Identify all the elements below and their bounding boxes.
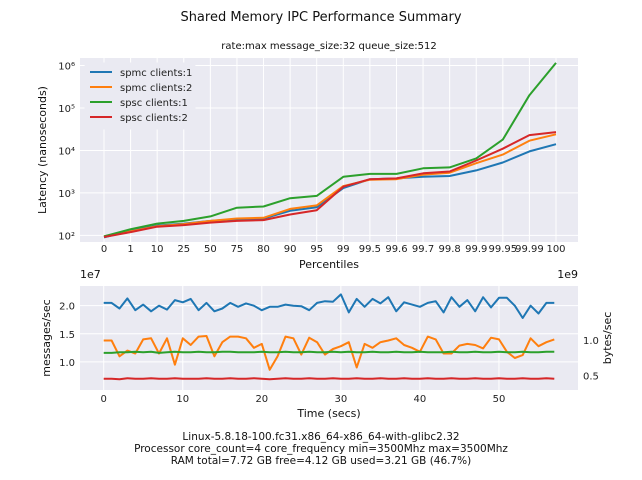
latency-x-tick-label: 99.5 xyxy=(359,244,381,255)
latency-x-tick-label: 99.6 xyxy=(385,244,407,255)
latency-x-tick-label: 1 xyxy=(127,244,133,255)
throughput-series-lines xyxy=(103,293,555,381)
latency-y-tick-label: 10⁵ xyxy=(58,104,75,115)
throughput-x-tick-label: 50 xyxy=(493,394,506,405)
latency-x-tick-label: 99.7 xyxy=(412,244,434,255)
latency-x-tick-label: 99 xyxy=(337,244,350,255)
footer-processor-line: Processor core_count=4 core_frequency mi… xyxy=(134,443,508,455)
right-offset-label: 1e9 xyxy=(557,268,578,281)
latency-y-tick-label: 10³ xyxy=(58,189,75,200)
throughput-series-line-1 xyxy=(103,293,555,319)
left-offset-label: 1e7 xyxy=(80,268,101,281)
throughput-left-tick-label: 1.5 xyxy=(59,330,75,341)
latency-y-tick-label: 10⁶ xyxy=(58,61,75,72)
throughput-right-tick-label: 0.5 xyxy=(583,372,599,383)
legend-label-2: spmc clients:2 xyxy=(120,83,192,94)
latency-chart: 10² 10³ 10⁴ 10⁵ 10⁶ 0 1 10 25 50 75 80 90 95 99 99.5 99… xyxy=(36,41,578,271)
footer-ram-line: RAM total=7.72 GB free=4.12 GB used=3.21… xyxy=(170,455,472,467)
latency-y-axis-label: Latency (nanoseconds) xyxy=(36,86,49,214)
throughput-left-tick-label: 1.0 xyxy=(59,358,75,369)
footer-platform-line: Linux-5.8.18-100.fc31.x86_64-x86_64-with… xyxy=(182,431,460,443)
throughput-x-tick-label: 30 xyxy=(334,394,347,405)
latency-y-tick-label: 10⁴ xyxy=(58,146,75,157)
latency-x-tick-label: 99.9 xyxy=(465,244,487,255)
throughput-left-tick-label: 2.0 xyxy=(59,302,75,313)
latency-series-line-3 xyxy=(103,62,557,238)
latency-chart-title: rate:max message_size:32 queue_size:512 xyxy=(221,41,436,52)
throughput-x-tick-label: 20 xyxy=(255,394,268,405)
latency-legend: spmc clients:1 spmc clients:2 spsc clients… xyxy=(84,62,196,130)
legend-items: spmc clients:1 spmc clients:2 spsc clients… xyxy=(90,68,192,124)
throughput-chart: 0 10 20 30 40 50 1.0 1.5 2.0 0.5 1.0 1e7 1e9 Time … xyxy=(40,268,614,420)
latency-x-tick-label: 99.99 xyxy=(515,244,544,255)
latency-x-tick-label: 95 xyxy=(310,244,323,255)
latency-x-tick-label: 90 xyxy=(284,244,297,255)
throughput-gridlines xyxy=(80,286,578,390)
latency-x-tick-label: 50 xyxy=(204,244,217,255)
latency-x-tick-label: 10 xyxy=(151,244,164,255)
latency-x-axis-label: Percentiles xyxy=(299,258,359,271)
throughput-series-line-4 xyxy=(103,377,555,381)
figure-suptitle: Shared Memory IPC Performance Summary xyxy=(180,10,461,25)
latency-x-tick-label: 25 xyxy=(177,244,190,255)
latency-series-lines xyxy=(103,62,557,239)
latency-y-tick-label: 10² xyxy=(58,231,75,242)
latency-y-ticks: 10² 10³ 10⁴ 10⁵ 10⁶ xyxy=(58,61,75,242)
throughput-series-line-3 xyxy=(103,350,555,354)
figure-canvas: Shared Memory IPC Performance Summary 10… xyxy=(36,10,614,420)
latency-x-tick-label: 0 xyxy=(101,244,107,255)
latency-series-line-4 xyxy=(103,131,557,238)
throughput-right-y-label: bytes/sec xyxy=(601,312,614,365)
legend-label-3: spsc clients:1 xyxy=(120,98,188,109)
latency-x-tick-label: 99.8 xyxy=(439,244,461,255)
throughput-right-tick-label: 1.0 xyxy=(583,336,599,347)
throughput-x-axis-label: Time (secs) xyxy=(296,407,360,420)
latency-x-tick-label: 80 xyxy=(257,244,270,255)
throughput-x-tick-label: 10 xyxy=(176,394,189,405)
legend-box xyxy=(84,62,196,130)
latency-x-tick-label: 99.95 xyxy=(489,244,518,255)
throughput-x-tick-label: 0 xyxy=(101,394,107,405)
latency-x-ticks: 0 1 10 25 50 75 80 90 95 99 99.5 99.6 99.7 99.8 99.9 99… xyxy=(101,244,566,255)
latency-x-tick-label: 75 xyxy=(231,244,244,255)
throughput-x-tick-label: 40 xyxy=(414,394,427,405)
legend-label-4: spsc clients:2 xyxy=(120,113,188,124)
throughput-ticks: 0 10 20 30 40 50 1.0 1.5 2.0 0.5 1.0 xyxy=(59,302,599,405)
throughput-left-y-label: messages/sec xyxy=(40,299,53,376)
latency-x-tick-label: 100 xyxy=(546,244,565,255)
legend-label-1: spmc clients:1 xyxy=(120,68,192,79)
